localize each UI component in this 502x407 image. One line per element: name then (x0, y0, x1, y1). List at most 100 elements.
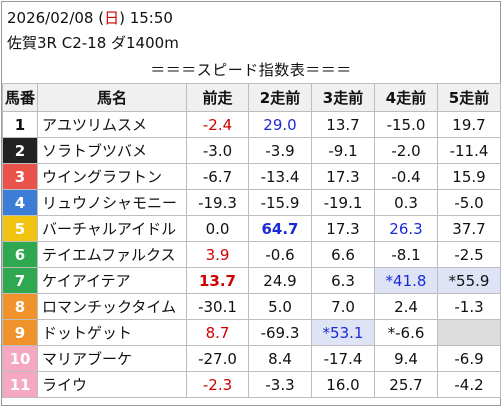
horse-name: ドットゲット (37, 319, 187, 346)
index-cell: -19.1 (311, 189, 375, 216)
weekday-text: 日 (104, 9, 120, 27)
race-info: 佐賀3R C2-18 ダ1400m (7, 34, 179, 52)
horse-name: アユツリムスメ (37, 111, 187, 138)
col-header-4back: 4走前 (374, 83, 438, 112)
table-row: 7 ケイアイテア 13.7 24.9 6.3 *41.8 *55.9 (2, 267, 501, 294)
index-cell: -15.0 (374, 111, 438, 138)
time-text: ) 15:50 (119, 9, 173, 27)
col-header-name: 馬名 (37, 83, 187, 112)
index-cell: -17.4 (311, 345, 375, 372)
horse-name: ウイングラフトン (37, 163, 187, 190)
index-cell: 6.3 (311, 267, 375, 294)
race-datetime: 2026/02/08 (日) 15:50 (7, 9, 173, 27)
index-cell: 29.0 (248, 111, 312, 138)
table-banner: ＝＝＝スピード指数表＝＝＝ (150, 61, 352, 79)
index-cell: -5.0 (437, 189, 501, 216)
horse-number: 3 (2, 163, 38, 190)
table-row: 11 ライウ -2.3 -3.3 16.0 25.7 -4.2 (2, 371, 501, 398)
index-cell: -13.4 (248, 163, 312, 190)
horse-name: ソラトブツバメ (37, 137, 187, 164)
index-cell-empty (437, 319, 501, 346)
index-cell: 8.7 (186, 319, 249, 346)
index-cell: -2.5 (437, 241, 501, 268)
index-cell: -27.0 (186, 345, 249, 372)
col-header-number: 馬番 (2, 83, 38, 112)
index-cell: 15.9 (437, 163, 501, 190)
index-cell: -3.9 (248, 137, 312, 164)
index-cell: -9.1 (311, 137, 375, 164)
table-row: 9 ドットゲット 8.7 -69.3 *53.1 *-6.6 (2, 319, 501, 346)
horse-name: テイエムファルクス (37, 241, 187, 268)
index-cell: 7.0 (311, 293, 375, 320)
horse-name: ロマンチックタイム (37, 293, 187, 320)
index-cell: -15.9 (248, 189, 312, 216)
index-cell: -6.7 (186, 163, 249, 190)
index-cell: 37.7 (437, 215, 501, 242)
index-cell: -2.3 (186, 371, 249, 398)
col-header-5back: 5走前 (437, 83, 501, 112)
header-row: 馬番 馬名 前走 2走前 3走前 4走前 5走前 (2, 83, 501, 112)
col-header-last: 前走 (186, 83, 249, 112)
horse-number: 5 (2, 215, 38, 242)
horse-number: 7 (2, 267, 38, 294)
index-cell: 5.0 (248, 293, 312, 320)
index-cell: -2.4 (186, 111, 249, 138)
col-header-2back: 2走前 (248, 83, 312, 112)
index-cell: 17.3 (311, 215, 375, 242)
horse-name: リュウノシャモニー (37, 189, 187, 216)
index-cell: 8.4 (248, 345, 312, 372)
index-cell-highlighted: *53.1 (311, 319, 375, 346)
index-cell: 3.9 (186, 241, 249, 268)
date-text: 2026/02/08 ( (7, 9, 105, 27)
index-cell: -30.1 (186, 293, 249, 320)
index-cell: 24.9 (248, 267, 312, 294)
index-cell: 26.3 (374, 215, 438, 242)
table-row: 8 ロマンチックタイム -30.1 5.0 7.0 2.4 -1.3 (2, 293, 501, 320)
index-cell: -11.4 (437, 137, 501, 164)
index-cell: -3.3 (248, 371, 312, 398)
horse-name: マリアブーケ (37, 345, 187, 372)
index-cell: 9.4 (374, 345, 438, 372)
index-cell: 16.0 (311, 371, 375, 398)
index-cell: -1.3 (437, 293, 501, 320)
table-row: 2 ソラトブツバメ -3.0 -3.9 -9.1 -2.0 -11.4 (2, 137, 501, 164)
horse-number: 4 (2, 189, 38, 216)
table-row: 5 バーチャルアイドル 0.0 64.7 17.3 26.3 37.7 (2, 215, 501, 242)
table-row: 1 アユツリムスメ -2.4 29.0 13.7 -15.0 19.7 (2, 111, 501, 138)
horse-name: ケイアイテア (37, 267, 187, 294)
horse-number: 8 (2, 293, 38, 320)
index-cell: -19.3 (186, 189, 249, 216)
horse-number: 9 (2, 319, 38, 346)
index-cell: 2.4 (374, 293, 438, 320)
table-row: 10 マリアブーケ -27.0 8.4 -17.4 9.4 -6.9 (2, 345, 501, 372)
table-row: 6 テイエムファルクス 3.9 -0.6 6.6 -8.1 -2.5 (2, 241, 501, 268)
index-cell: -3.0 (186, 137, 249, 164)
horse-number: 10 (2, 345, 38, 372)
col-header-3back: 3走前 (311, 83, 375, 112)
table-row: 3 ウイングラフトン -6.7 -13.4 17.3 -0.4 15.9 (2, 163, 501, 190)
index-cell-highlighted: *55.9 (437, 267, 501, 294)
index-cell: 64.7 (248, 215, 312, 242)
index-cell: 13.7 (186, 267, 249, 294)
table-row: 4 リュウノシャモニー -19.3 -15.9 -19.1 0.3 -5.0 (2, 189, 501, 216)
horse-number: 2 (2, 137, 38, 164)
horse-number: 6 (2, 241, 38, 268)
index-cell: -8.1 (374, 241, 438, 268)
index-cell: -4.2 (437, 371, 501, 398)
index-cell: -6.9 (437, 345, 501, 372)
index-cell: -2.0 (374, 137, 438, 164)
horse-number: 11 (2, 371, 38, 398)
horse-name: バーチャルアイドル (37, 215, 187, 242)
index-cell: 25.7 (374, 371, 438, 398)
speed-index-table: 馬番 馬名 前走 2走前 3走前 4走前 5走前 1 アユツリムスメ -2.4 … (2, 83, 501, 398)
index-cell: 0.3 (374, 189, 438, 216)
index-cell: 19.7 (437, 111, 501, 138)
index-cell: -69.3 (248, 319, 312, 346)
index-cell: -0.4 (374, 163, 438, 190)
index-cell-highlighted: *41.8 (374, 267, 438, 294)
index-cell: -0.6 (248, 241, 312, 268)
index-cell: 6.6 (311, 241, 375, 268)
index-cell: 0.0 (186, 215, 249, 242)
index-cell: *-6.6 (374, 319, 438, 346)
